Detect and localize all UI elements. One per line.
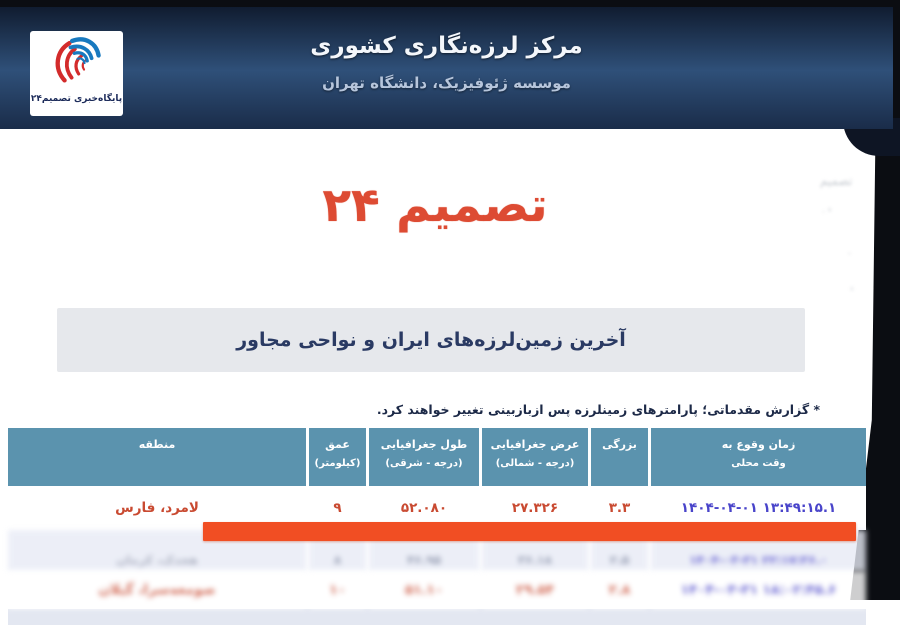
site-header: مرکز لرزه‌نگاری کشوری موسسه ژئوفیزیک، دا…	[0, 7, 893, 129]
watermark-text: تصمیم ۲۴	[322, 178, 548, 233]
table-row: ۱۴۰۴-۰۳-۳۱ ۱۸:۰۲:۴۵.۶ ۲.۸ ۲۹.۵۴ ۵۱.۱۰ ۱۰…	[8, 571, 866, 609]
event-depth: ۱۰	[309, 571, 366, 609]
col-header-longitude: طول جغرافیایی (درجه - شرقی)	[369, 428, 479, 486]
event-region: صومعه‌سرا، گیلان	[8, 571, 306, 609]
ghost-artifact: ء ,	[822, 205, 832, 215]
table-row	[8, 609, 866, 625]
event-magnitude: ۲.۸	[591, 571, 648, 609]
col-header-latitude: عرض جغرافیایی (درجه - شمالی)	[482, 428, 588, 486]
col-header-magnitude-label: بزرگی	[602, 438, 637, 451]
col-header-lat-line1: عرض جغرافیایی	[490, 438, 580, 451]
col-header-depth-line1: عمق	[325, 438, 350, 451]
section-banner: آخرین زمین‌لرزه‌های ایران و نواحی مجاور	[57, 308, 805, 372]
preliminary-note: * گزارش مقدماتی؛ پارامترهای زمینلرزه پس …	[376, 402, 820, 417]
ghost-artifact: تصميم	[820, 174, 853, 188]
col-header-lon-line1: طول جغرافیایی	[380, 438, 468, 451]
col-header-lon-line2: (درجه - شرقی)	[385, 457, 463, 469]
site-title: مرکز لرزه‌نگاری کشوری	[310, 33, 583, 59]
col-header-time-line2: وقت محلی	[731, 457, 786, 469]
globe-swirl-icon	[50, 35, 104, 93]
highlight-bar	[203, 522, 856, 541]
col-header-time: زمان وقوع به وقت محلی	[651, 428, 866, 486]
col-header-lat-line2: (درجه - شمالی)	[495, 457, 575, 469]
col-header-region: منطقه	[8, 428, 306, 486]
table-header-row: زمان وقوع به وقت محلی بزرگی عرض جغرافیای…	[8, 428, 866, 486]
col-header-depth-line2: (کیلومتر)	[314, 457, 361, 469]
event-latitude: ۲۹.۵۴	[482, 571, 588, 609]
col-header-depth: عمق (کیلومتر)	[309, 428, 366, 486]
site-subtitle: موسسه ژئوفیزیک، دانشگاه تهران	[322, 74, 571, 92]
event-longitude: ۵۱.۱۰	[369, 571, 479, 609]
event-time-link[interactable]: ۱۴۰۴-۰۳-۳۱ ۱۸:۰۲:۴۵.۶	[651, 571, 866, 609]
tasmim24-logo: پایگاه‌خبری تصمیم۲۴	[30, 31, 123, 116]
ghost-artifact: ء	[850, 284, 855, 294]
section-banner-label: آخرین زمین‌لرزه‌های ایران و نواحی مجاور	[236, 329, 626, 351]
ghost-artifact: ـ	[848, 247, 851, 257]
col-header-time-line1: زمان وقوع به	[721, 438, 796, 451]
col-header-region-label: منطقه	[138, 438, 176, 451]
logo-caption: پایگاه‌خبری تصمیم۲۴	[30, 94, 123, 104]
table-row-partial	[8, 609, 866, 625]
col-header-magnitude: بزرگی	[591, 428, 648, 486]
photo-border-top	[0, 0, 900, 7]
